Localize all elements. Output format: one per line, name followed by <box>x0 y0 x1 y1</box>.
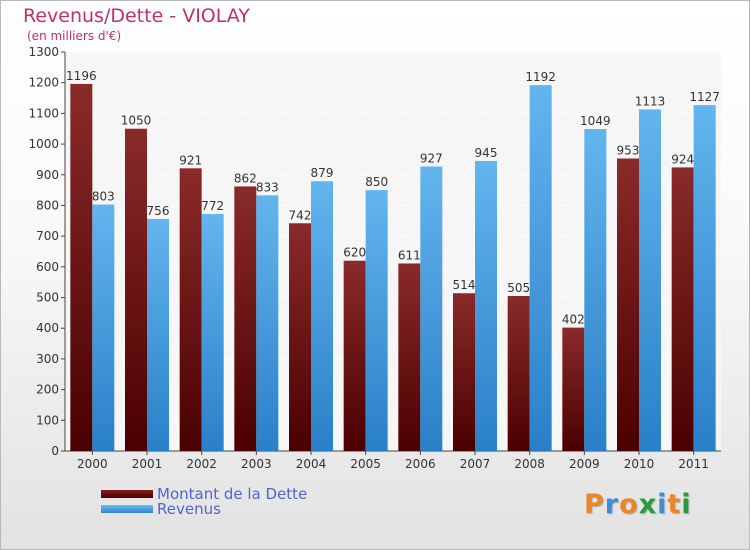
y-tick-label: 0 <box>51 444 59 458</box>
legend-swatch-dette <box>101 490 153 498</box>
x-tick-label: 2004 <box>296 457 327 471</box>
x-tick-label: 2010 <box>624 457 655 471</box>
chart-title: Revenus/Dette - VIOLAY <box>23 5 250 27</box>
bar-revenus <box>201 214 224 451</box>
data-label-revenus: 1113 <box>635 94 666 108</box>
bar-revenus <box>529 85 552 451</box>
legend-label-dette: Montant de la Dette <box>157 485 308 503</box>
legend-item-revenus: Revenus <box>101 500 307 518</box>
x-tick-label: 2006 <box>405 457 436 471</box>
data-label-dette: 921 <box>179 153 202 167</box>
data-label-dette: 505 <box>507 281 530 295</box>
data-label-dette: 924 <box>671 152 694 166</box>
data-label-revenus: 850 <box>365 175 388 189</box>
bar-dette <box>398 263 421 451</box>
y-tick-label: 600 <box>36 260 59 274</box>
logo-letter: o <box>619 489 639 520</box>
bar-dette <box>179 168 202 451</box>
data-label-revenus: 927 <box>420 151 443 165</box>
data-label-dette: 402 <box>562 313 585 327</box>
bar-revenus <box>311 181 333 452</box>
bar-dette <box>70 83 93 452</box>
data-label-dette: 862 <box>234 171 257 185</box>
data-label-revenus: 1127 <box>689 90 720 104</box>
x-tick-label: 2001 <box>132 457 163 471</box>
data-label-revenus: 833 <box>256 180 279 194</box>
data-label-dette: 1196 <box>66 69 97 83</box>
bar-dette <box>125 128 147 451</box>
bar-dette <box>617 158 639 451</box>
data-label-revenus: 756 <box>147 204 170 218</box>
bar-dette <box>507 296 530 451</box>
y-tick-label: 700 <box>36 229 59 243</box>
plot-area <box>65 52 721 451</box>
logo-letter: r <box>604 489 620 520</box>
bar-revenus <box>639 109 661 451</box>
y-tick-label: 1000 <box>28 137 59 151</box>
x-tick-label: 2000 <box>77 457 108 471</box>
x-tick-label: 2011 <box>678 457 709 471</box>
legend-label-revenus: Revenus <box>157 500 221 518</box>
x-tick-label: 2007 <box>460 457 491 471</box>
y-tick-label: 100 <box>36 413 59 427</box>
proxiti-logo: Proxiti <box>584 489 692 520</box>
logo-letter: i <box>657 489 668 520</box>
x-tick-label: 2003 <box>241 457 272 471</box>
logo-letter: i <box>681 489 692 520</box>
data-label-revenus: 803 <box>92 190 115 204</box>
y-tick-label: 800 <box>36 198 59 212</box>
data-label-dette: 742 <box>289 208 312 222</box>
bar-dette <box>289 223 311 451</box>
chart-legend: Montant de la Dette Revenus <box>101 487 307 517</box>
data-label-revenus: 1049 <box>580 114 611 128</box>
bar-dette <box>671 167 694 451</box>
bar-revenus <box>420 166 443 452</box>
legend-item-dette: Montant de la Dette <box>101 485 308 503</box>
bar-dette <box>234 186 257 451</box>
bar-revenus <box>365 190 388 451</box>
y-tick-label: 400 <box>36 321 59 335</box>
logo-letter: P <box>584 489 605 520</box>
bar-revenus <box>92 204 115 451</box>
legend-swatch-revenus <box>101 505 153 513</box>
data-label-dette: 620 <box>343 246 366 260</box>
chart-subtitle: (en milliers d'€) <box>27 29 122 43</box>
bar-dette <box>453 293 475 451</box>
y-tick-label: 300 <box>36 352 59 366</box>
data-label-revenus: 1192 <box>525 70 556 84</box>
logo-letter: x <box>638 489 658 520</box>
x-tick-label: 2005 <box>350 457 381 471</box>
bar-revenus <box>693 105 716 452</box>
x-tick-label: 2009 <box>569 457 600 471</box>
data-label-dette: 514 <box>453 278 476 292</box>
data-label-dette: 611 <box>398 248 421 262</box>
bar-dette <box>562 327 585 451</box>
data-label-revenus: 772 <box>201 199 224 213</box>
data-label-revenus: 945 <box>475 146 498 160</box>
bar-revenus <box>475 160 497 451</box>
bar-dette <box>343 260 366 451</box>
data-label-revenus: 879 <box>311 166 334 180</box>
bar-revenus <box>584 129 607 451</box>
x-tick-label: 2002 <box>186 457 217 471</box>
x-tick-label: 2008 <box>514 457 545 471</box>
bar-revenus <box>256 195 279 451</box>
y-tick-label: 900 <box>36 168 59 182</box>
bar-revenus <box>147 218 169 451</box>
y-tick-label: 500 <box>36 291 59 305</box>
y-tick-label: 1300 <box>28 45 59 59</box>
y-tick-label: 1200 <box>28 76 59 90</box>
logo-letter: t <box>667 489 682 520</box>
data-label-dette: 1050 <box>121 114 152 128</box>
y-tick-label: 200 <box>36 383 59 397</box>
data-label-dette: 953 <box>617 144 640 158</box>
y-tick-label: 1100 <box>28 106 59 120</box>
